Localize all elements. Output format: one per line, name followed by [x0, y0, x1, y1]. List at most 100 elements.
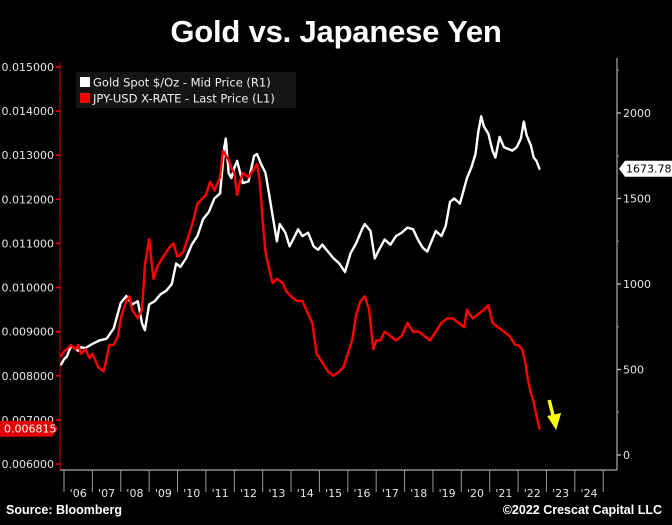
gold-data-point	[91, 343, 94, 345]
jpy-data-point	[412, 330, 414, 333]
jpy-data-point	[532, 401, 535, 404]
jpy-data-point	[70, 344, 72, 346]
copyright-label: ©2022 Crescat Capital LLC	[502, 503, 662, 517]
jpy-data-point	[389, 335, 392, 337]
legend-label-jpy: JPY-USD X-RATE - Last Price (L1)	[92, 92, 275, 106]
gold-data-point	[378, 249, 380, 251]
gold-data-point	[435, 230, 437, 232]
jpy-data-point	[233, 172, 236, 174]
jpy-data-point	[379, 339, 382, 342]
jpy-data-point	[535, 414, 538, 417]
gold-data-point	[225, 137, 227, 140]
gold-data-point	[301, 235, 304, 237]
jpy-data-point	[219, 176, 221, 179]
right-tick-label: 500	[623, 364, 644, 377]
jpy-data-point	[141, 308, 143, 311]
gold-data-point	[338, 262, 341, 265]
jpy-data-point	[88, 357, 91, 359]
down-arrow-icon	[547, 413, 562, 430]
jpy-data-point	[102, 370, 105, 373]
x-tick-label: '10	[183, 487, 200, 500]
gold-data-point	[426, 250, 429, 253]
jpy-data-point	[168, 247, 170, 249]
jpy-data-point	[152, 277, 155, 280]
jpy-data-point	[295, 300, 298, 302]
jpy-data-point	[351, 339, 353, 342]
jpy-data-point	[301, 300, 304, 302]
chart-title: Gold vs. Japanese Yen	[170, 14, 502, 49]
gold-data-point	[498, 136, 501, 138]
jpy-data-point	[137, 317, 139, 320]
gold-data-point	[491, 149, 494, 152]
gold-data-point	[88, 344, 91, 347]
jpy-data-point	[131, 308, 133, 311]
jpy-data-point	[321, 361, 324, 364]
jpy-data-point	[188, 233, 190, 236]
gold-data-point	[312, 245, 315, 248]
jpy-data-point	[395, 339, 397, 342]
gold-data-point	[207, 211, 210, 213]
jpy-data-point	[315, 352, 318, 355]
gold-data-point	[223, 146, 226, 148]
legend-swatch-gold	[80, 77, 90, 87]
gold-data-point	[297, 228, 299, 231]
x-tick-label: '11	[212, 487, 229, 500]
jpy-data-point	[176, 255, 179, 258]
gold-data-point	[400, 231, 403, 234]
x-tick-label: '07	[98, 487, 115, 500]
left-tick-label: 0.013000	[2, 149, 55, 162]
gold-data-point	[165, 290, 167, 292]
jpy-data-point	[440, 322, 443, 324]
source-label: Source: Bloomberg	[6, 503, 122, 517]
jpy-data-point	[466, 308, 468, 311]
x-tick-label: '08	[126, 487, 143, 500]
gold-data-point	[494, 156, 497, 159]
jpy-data-point	[271, 282, 274, 284]
jpy-data-point	[517, 344, 519, 346]
gold-data-point	[77, 349, 79, 352]
last-value-tag-gold	[619, 160, 672, 177]
jpy-data-point	[66, 348, 68, 351]
gold-data-point	[430, 240, 433, 243]
gold-data-point	[144, 329, 146, 332]
left-tick-label: 0.014000	[2, 105, 55, 118]
gold-data-point	[141, 322, 143, 325]
gold-data-point	[260, 163, 263, 166]
jpy-data-point	[205, 194, 207, 196]
jpy-data-point	[483, 308, 485, 311]
right-tick-label: 2000	[623, 107, 651, 120]
jpy-data-point	[148, 238, 150, 240]
jpy-data-point	[91, 352, 94, 355]
last-value-tag-jpy	[0, 420, 58, 437]
gold-data-point	[271, 214, 274, 217]
x-tick-label: '21	[495, 487, 512, 500]
jpy-data-point	[281, 282, 284, 284]
gold-data-point	[293, 237, 295, 239]
gold-data-point	[269, 197, 271, 200]
jpy-data-point	[514, 344, 516, 346]
jpy-data-point	[80, 352, 82, 355]
gold-data-point	[202, 218, 204, 220]
left-tick-label: 0.006000	[2, 458, 55, 471]
gold-data-point	[179, 266, 182, 268]
jpy-data-point	[497, 326, 500, 329]
gold-data-point	[80, 346, 82, 349]
left-tick-label: 0.015000	[2, 61, 55, 74]
jpy-data-point	[196, 202, 199, 205]
gold-data-point	[66, 355, 68, 358]
jpy-data-point	[527, 379, 529, 382]
jpy-data-point	[471, 317, 474, 320]
gold-data-point	[317, 249, 319, 251]
gold-data-point	[361, 228, 363, 231]
gold-data-point	[412, 228, 414, 231]
gold-data-point	[148, 303, 150, 306]
jpy-data-point	[267, 264, 270, 267]
jpy-data-point	[530, 392, 532, 395]
gold-data-point	[60, 363, 62, 366]
jpy-data-point	[375, 339, 378, 342]
gold-data-point	[288, 245, 291, 248]
gold-data-point	[453, 197, 456, 200]
gold-data-point	[171, 283, 173, 285]
x-tick-label: '12	[240, 487, 257, 500]
gold-data-point	[383, 238, 386, 241]
